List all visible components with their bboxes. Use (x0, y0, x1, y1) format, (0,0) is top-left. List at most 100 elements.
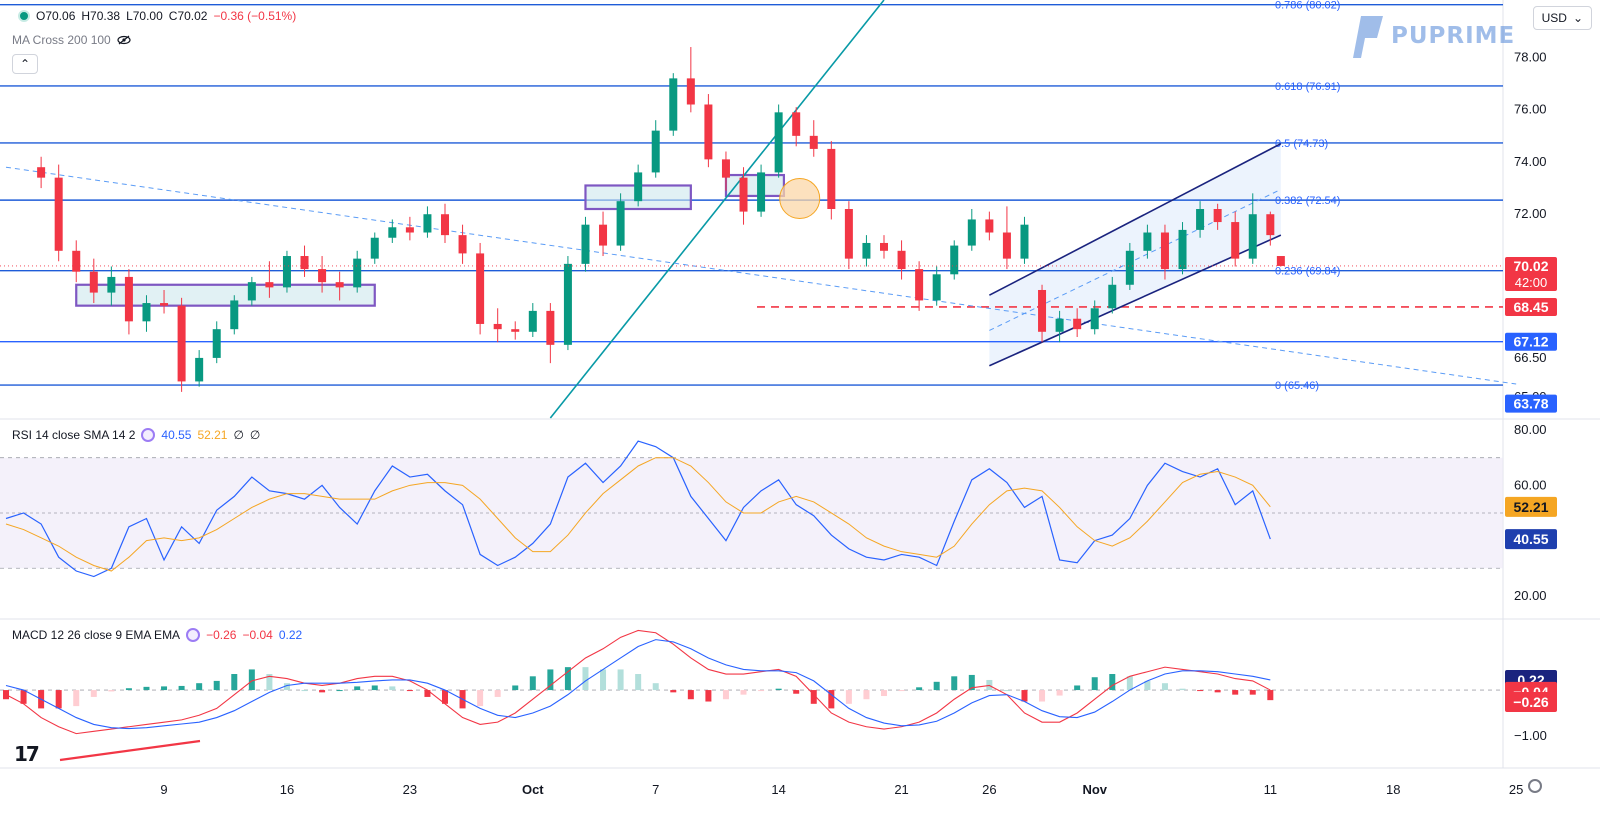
rsi-tick-label: 20.00 (1514, 588, 1547, 603)
time-tick-label: 16 (280, 782, 294, 797)
symbol-status-icon (18, 10, 30, 22)
ohlc-change: −0.36 (−0.51%) (213, 9, 297, 23)
candle-body (1160, 232, 1169, 270)
macd-histogram-bar (442, 690, 448, 704)
candle-body (1178, 229, 1187, 270)
macd-histogram-bar (125, 688, 132, 691)
indicator-settings-icon[interactable] (141, 428, 156, 442)
candle-body (1143, 232, 1152, 251)
candle-body (1231, 222, 1240, 259)
candle-body (177, 305, 186, 382)
time-tick-label: 9 (160, 782, 167, 797)
candle-body (669, 78, 678, 131)
fibonacci-level-label: 0.382 (72.54) (1275, 195, 1340, 207)
macd-histogram-bar (1021, 690, 1028, 702)
ohlc-open: O70.06 (36, 9, 76, 23)
candle-body (950, 245, 959, 275)
macd-histogram-bar (687, 690, 694, 700)
macd-line (5, 629, 1271, 735)
candle-body (686, 78, 695, 105)
candle-body (1073, 318, 1082, 330)
macd-histogram-bar (881, 690, 887, 697)
rsi-legend[interactable]: RSI 14 close SMA 14 2 40.55 52.21 ∅ ∅ (12, 428, 260, 442)
candle-body (634, 172, 643, 202)
macd-histogram-bar (617, 669, 624, 691)
divergence-line (59, 739, 201, 762)
candle-body (318, 269, 327, 283)
macd-legend[interactable]: MACD 12 26 close 9 EMA EMA −0.26 −0.04 0… (12, 628, 302, 642)
macd-histogram-bar (1074, 685, 1081, 691)
candle-body (1196, 209, 1205, 230)
time-tick-label: Oct (522, 782, 544, 797)
price-axis-badge (1505, 332, 1557, 351)
brand-mark-icon (1353, 16, 1383, 58)
macd-histogram-bar (283, 683, 290, 691)
gear-icon[interactable] (1528, 779, 1542, 793)
rsi-axis-badge (1505, 529, 1557, 550)
macd-histogram-bar (1126, 676, 1133, 691)
macd-histogram-bar (635, 674, 642, 691)
candle-body (54, 177, 63, 251)
candle-body (1038, 289, 1047, 332)
macd-histogram-bar (1003, 690, 1010, 692)
macd-indicator-name: MACD 12 26 close 9 EMA EMA (12, 628, 181, 642)
trendline (988, 142, 1282, 296)
rsi-tick-label: 60.00 (1514, 477, 1547, 492)
candle-body (89, 271, 98, 293)
candle-body (493, 323, 502, 330)
candle-body (195, 357, 204, 382)
macd-value: −0.04 (242, 628, 273, 642)
time-tick-label: 25 (1509, 782, 1523, 797)
fibonacci-level-label: 0.786 (80.02) (1275, 0, 1340, 12)
macd-histogram-bar (73, 690, 80, 707)
candle-body (1055, 318, 1064, 332)
candle-body (335, 282, 344, 288)
fibonacci-level-label: 0.618 (76.91) (1275, 81, 1340, 93)
candle-body (985, 219, 994, 233)
macd-histogram-bar (108, 690, 115, 692)
currency-select[interactable]: USD ⌄ (1532, 6, 1592, 30)
time-tick-label: 11 (1264, 782, 1278, 797)
candle-body (757, 172, 766, 212)
price-axis-badge-label: 63.78 (1513, 396, 1548, 412)
collapse-legend-button[interactable]: ⌃ (12, 54, 38, 74)
macd-histogram-bar (143, 686, 150, 691)
macd-histogram-bar (1091, 677, 1098, 691)
macd-histogram-bar (1197, 690, 1204, 692)
candle-body (1020, 224, 1029, 259)
macd-histogram-bar (968, 674, 975, 691)
ohlc-legend: O70.06 H70.38 L70.00 C70.02 −0.36 (−0.51… (18, 9, 296, 23)
macd-histogram-bar (1144, 680, 1151, 691)
candle-body (388, 227, 397, 238)
candle-body (124, 276, 133, 322)
candle-body (1266, 214, 1275, 236)
price-axis-badge-label: 67.12 (1513, 334, 1548, 350)
indicator-settings-icon[interactable] (186, 628, 201, 642)
macd-histogram-bar (845, 690, 852, 704)
trend-channel-fill (989, 143, 1281, 366)
candle-body (599, 224, 608, 246)
candle-body (405, 227, 414, 233)
macd-histogram-bar (494, 690, 501, 697)
ma-legend[interactable]: MA Cross 200 100 (12, 33, 131, 47)
time-tick-label: 21 (894, 782, 908, 797)
price-axis-badge-label: 68.45 (1513, 299, 1548, 315)
candle-body (300, 256, 309, 270)
chevron-down-icon: ⌄ (1572, 11, 1583, 25)
macd-histogram-bar (196, 683, 203, 691)
price-tick-label: 66.50 (1514, 350, 1547, 365)
macd-histogram-bar (90, 690, 97, 697)
price-tick-label: 78.00 (1514, 49, 1547, 64)
candle-body (546, 310, 555, 345)
candle-body (282, 256, 291, 288)
time-tick-label: 14 (771, 782, 785, 797)
candle-body (967, 219, 976, 246)
candle-body (247, 282, 256, 301)
candle-body (915, 269, 924, 301)
hidden-eye-icon[interactable] (117, 35, 131, 45)
rsi-indicator-name: RSI 14 close SMA 14 2 (12, 428, 136, 442)
candle-body (1002, 232, 1011, 259)
candle-body (581, 224, 590, 264)
macd-histogram-bar (564, 667, 571, 691)
